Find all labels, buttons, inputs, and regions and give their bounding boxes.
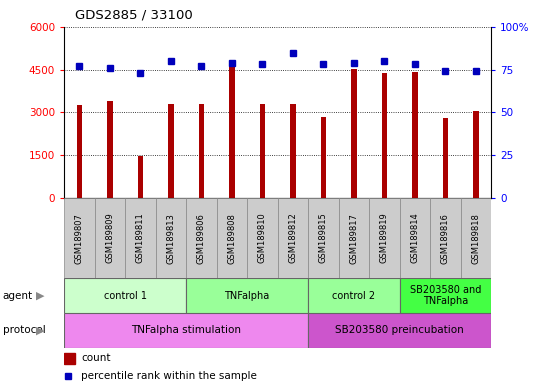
Bar (95, 198, 125, 278)
Bar (125, 198, 156, 278)
Text: count: count (81, 353, 110, 364)
Bar (64, 198, 95, 278)
Bar (382, 73, 387, 198)
Text: control 1: control 1 (104, 291, 147, 301)
Text: GSM189808: GSM189808 (227, 213, 237, 263)
Bar (156, 198, 186, 278)
Text: agent: agent (3, 291, 33, 301)
Bar (308, 313, 491, 348)
Bar (64, 313, 308, 348)
Bar (473, 111, 479, 198)
Bar (308, 278, 400, 313)
Bar (278, 198, 308, 278)
Text: GSM189818: GSM189818 (472, 213, 480, 263)
Bar (64, 278, 186, 313)
Text: TNFalpha: TNFalpha (224, 291, 270, 301)
Bar (76, 105, 82, 198)
Text: GSM189807: GSM189807 (75, 213, 84, 263)
Bar (308, 198, 339, 278)
Text: ▶: ▶ (36, 291, 45, 301)
Bar (412, 72, 417, 198)
Text: ▶: ▶ (36, 325, 45, 335)
Text: GSM189811: GSM189811 (136, 213, 145, 263)
Bar (186, 198, 217, 278)
Bar (430, 198, 460, 278)
Text: GSM189813: GSM189813 (166, 213, 175, 263)
Text: GSM189817: GSM189817 (349, 213, 358, 263)
Text: TNFalpha stimulation: TNFalpha stimulation (131, 325, 241, 335)
Bar (138, 156, 143, 198)
Text: GSM189812: GSM189812 (288, 213, 297, 263)
Text: GDS2885 / 33100: GDS2885 / 33100 (75, 8, 193, 21)
Text: percentile rank within the sample: percentile rank within the sample (81, 371, 257, 381)
Text: GSM189816: GSM189816 (441, 213, 450, 263)
Bar (290, 104, 296, 198)
Bar (400, 198, 430, 278)
Bar (442, 118, 448, 198)
Text: GSM189814: GSM189814 (410, 213, 419, 263)
Bar (229, 65, 234, 198)
Bar (64, 353, 75, 364)
Text: GSM189810: GSM189810 (258, 213, 267, 263)
Bar (339, 198, 369, 278)
Text: GSM189819: GSM189819 (380, 213, 389, 263)
Bar (460, 198, 491, 278)
Bar (199, 104, 204, 198)
Bar (400, 278, 491, 313)
Bar (351, 69, 357, 198)
Bar (321, 118, 326, 198)
Bar (217, 198, 247, 278)
Bar (107, 101, 113, 198)
Text: GSM189806: GSM189806 (197, 213, 206, 263)
Text: SB203580 and
TNFalpha: SB203580 and TNFalpha (410, 285, 481, 306)
Bar (186, 278, 308, 313)
Bar (259, 104, 265, 198)
Text: SB203580 preincubation: SB203580 preincubation (335, 325, 464, 335)
Bar (168, 104, 174, 198)
Bar (369, 198, 400, 278)
Text: GSM189815: GSM189815 (319, 213, 328, 263)
Text: protocol: protocol (3, 325, 46, 335)
Text: control 2: control 2 (332, 291, 376, 301)
Bar (247, 198, 277, 278)
Text: GSM189809: GSM189809 (105, 213, 114, 263)
